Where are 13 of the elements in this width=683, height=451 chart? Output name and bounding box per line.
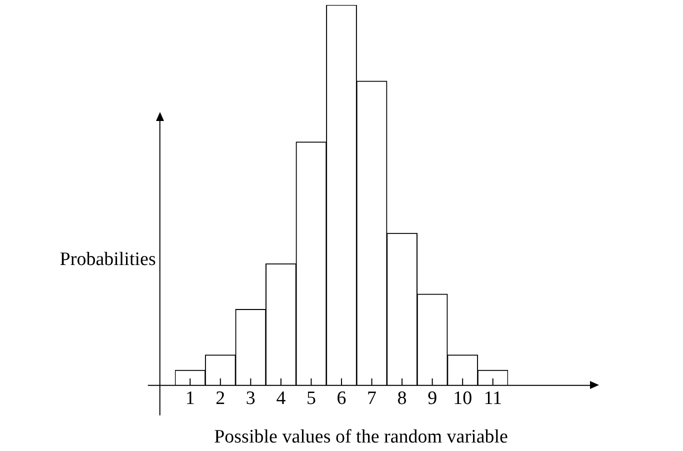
x-tick-label: 11 (484, 388, 502, 409)
x-tick-label: 3 (246, 388, 256, 409)
x-tick-label: 2 (216, 388, 226, 409)
x-tick-label: 1 (185, 388, 195, 409)
x-tick-label: 5 (306, 388, 316, 409)
x-tick-label: 8 (397, 388, 407, 409)
x-axis-title: Possible values of the random variable (214, 426, 508, 448)
x-tick-label: 9 (428, 388, 438, 409)
x-tick-label: 4 (276, 388, 286, 409)
y-axis-title: Probabilities (60, 248, 156, 270)
x-tick-label: 7 (367, 388, 377, 409)
x-tick-label: 10 (453, 388, 472, 409)
x-tick-label: 6 (336, 388, 346, 409)
